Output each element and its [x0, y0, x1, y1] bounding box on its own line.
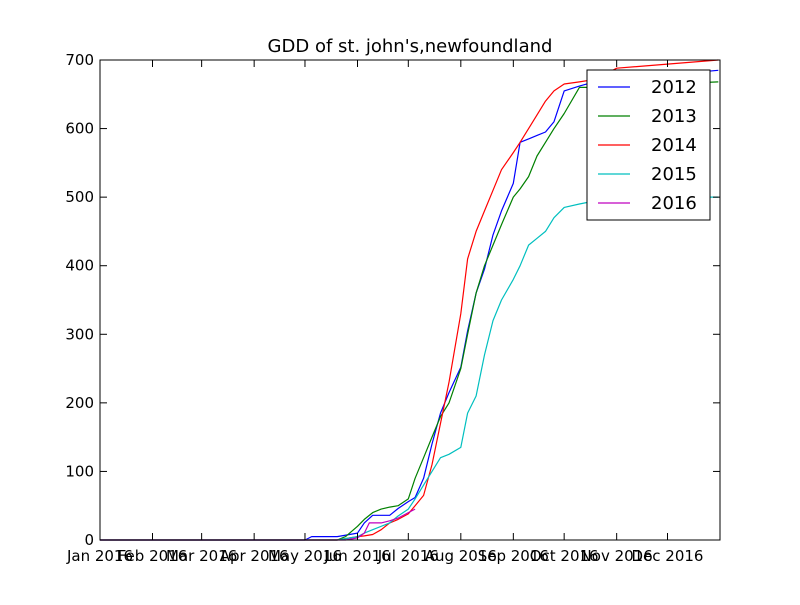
- axes-frame: [99, 59, 721, 541]
- y-tick-label: 100: [65, 462, 94, 480]
- y-tick-label: 500: [65, 188, 94, 206]
- x-tick-label: Sep 2016: [478, 547, 549, 565]
- y-tick-label: 700: [65, 51, 94, 69]
- series-line-2015: [100, 196, 719, 541]
- x-tick-label: Jan 2016: [66, 547, 133, 565]
- legend-label-2015: 2015: [651, 164, 697, 185]
- x-tick-label: Dec 2016: [632, 547, 704, 565]
- y-tick-label: 400: [65, 257, 94, 275]
- x-tick-label: Jun 2016: [323, 547, 390, 565]
- series-line-2016: [100, 508, 416, 541]
- y-tick-label: 600: [65, 120, 94, 138]
- y-tick-label: 300: [65, 325, 94, 343]
- series-line-2013: [100, 81, 719, 541]
- legend-label-2016: 2016: [651, 193, 697, 214]
- chart-title: GDD of st. john's,newfoundland: [268, 36, 553, 57]
- legend: 2012 2013 2014 2015 2016: [586, 69, 711, 221]
- y-tick-label: 200: [65, 394, 94, 412]
- x-tick-label: Feb 2016: [118, 547, 188, 565]
- legend-label-2014: 2014: [651, 135, 697, 156]
- series-layer: [100, 59, 719, 541]
- x-tick-label: Oct 2016: [530, 547, 599, 565]
- series-line-2014: [100, 59, 719, 541]
- legend-label-2012: 2012: [651, 77, 697, 98]
- x-tick-label: Mar 2016: [166, 547, 237, 565]
- x-tick-label: Apr 2016: [220, 547, 289, 565]
- legend-label-2013: 2013: [651, 106, 697, 127]
- x-tick-label: Nov 2016: [581, 547, 653, 565]
- x-tick-label: Aug 2016: [425, 547, 497, 565]
- y-tick-label: 0: [84, 531, 94, 549]
- x-tick-label: May 2016: [268, 547, 342, 565]
- x-tick-label: Jul 2016: [377, 547, 439, 565]
